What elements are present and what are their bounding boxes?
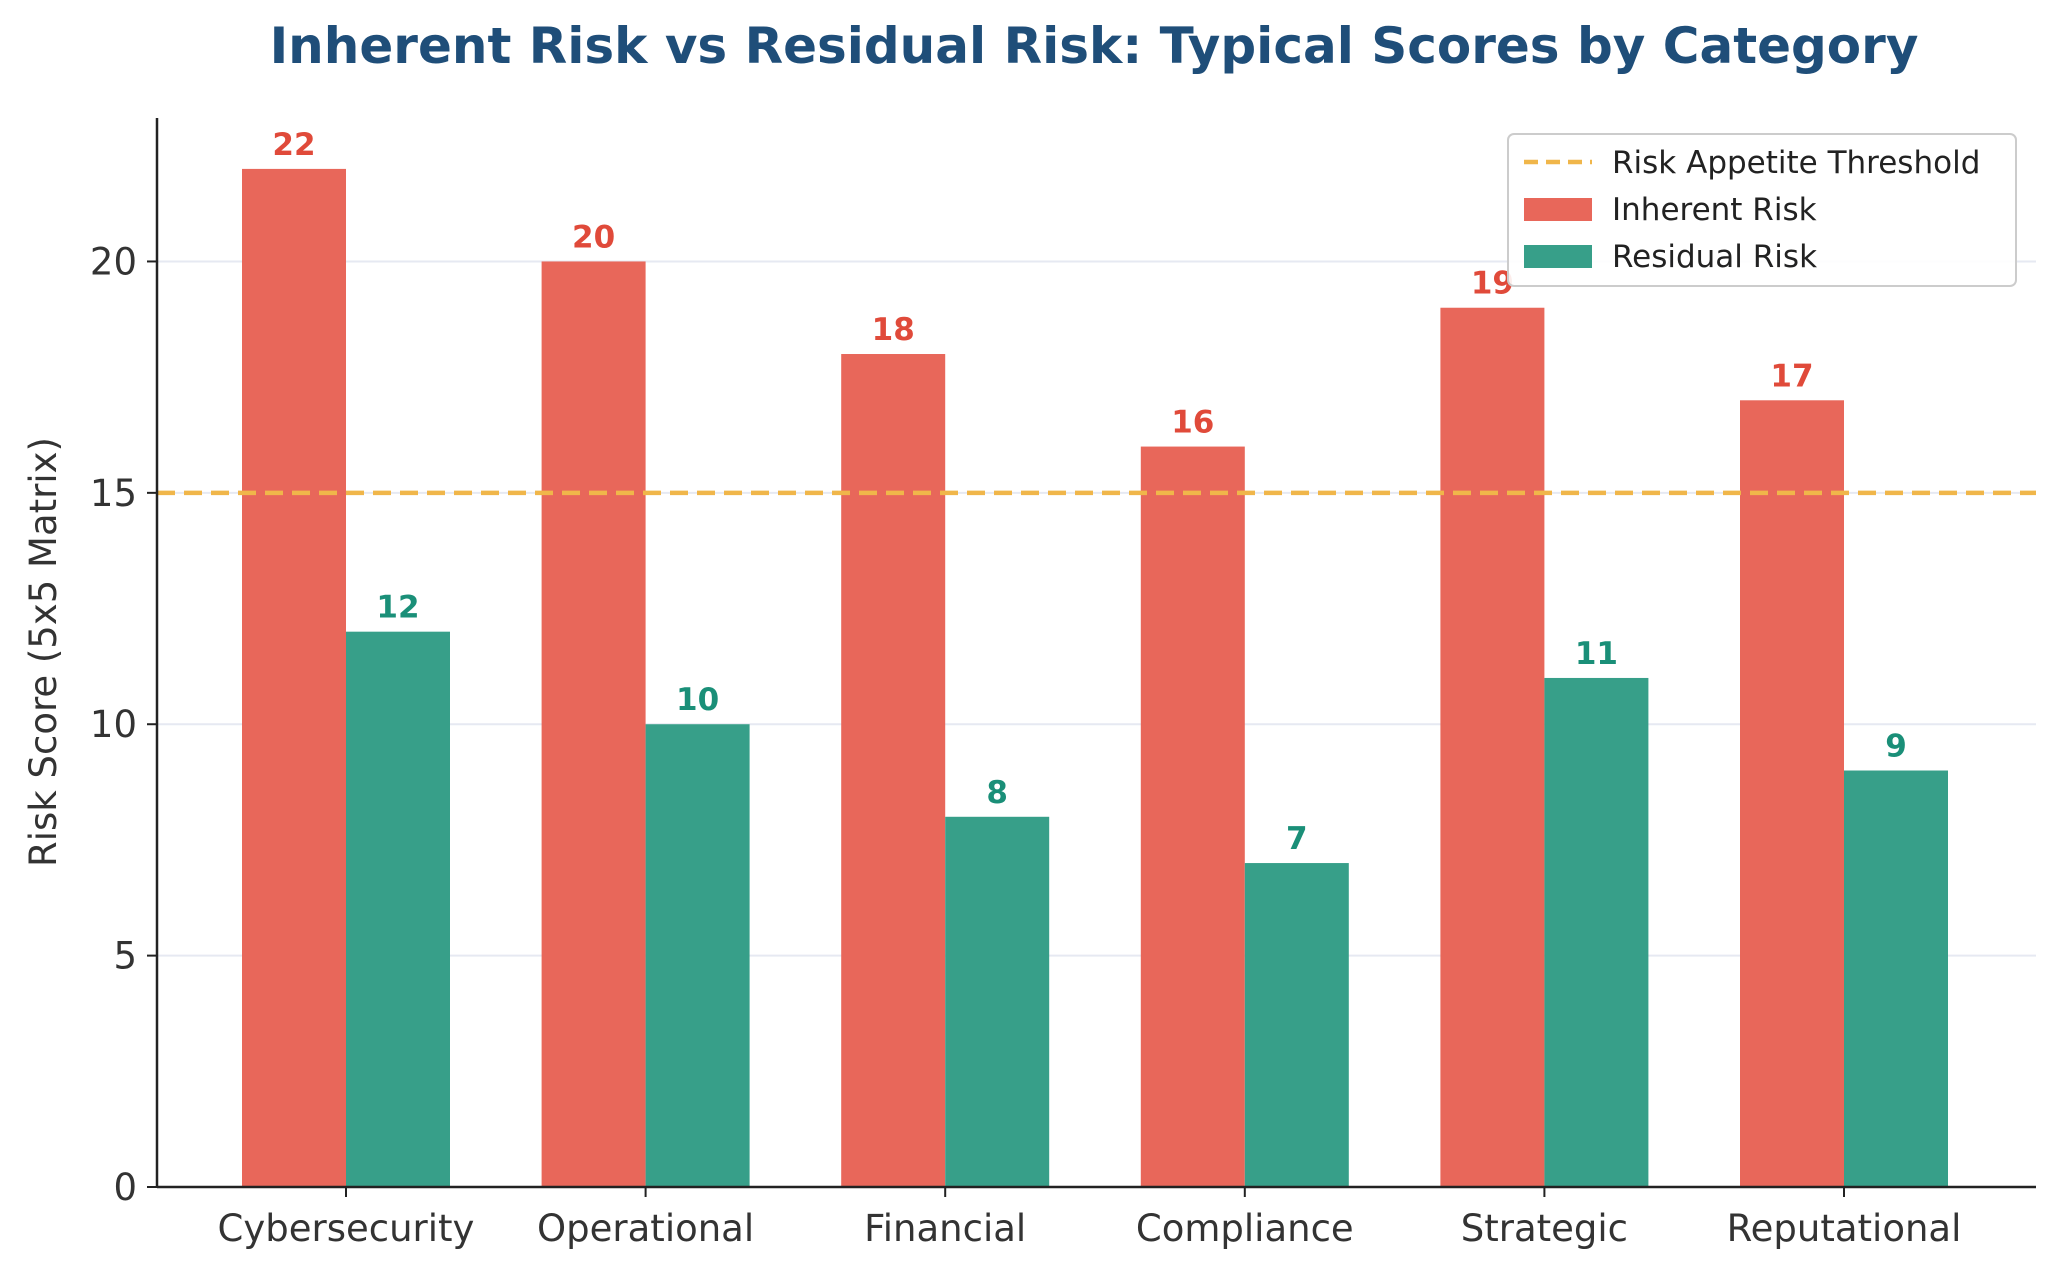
- legend-box: [1507, 133, 2017, 287]
- legend: Risk Appetite Threshold Inherent Risk Resi…: [1507, 133, 2017, 287]
- x-tick-label: Financial: [864, 1207, 1026, 1250]
- bar-inherent-risk: [541, 261, 646, 1187]
- x-tick-label: Compliance: [1136, 1207, 1354, 1250]
- bar-inherent-risk: [1440, 307, 1545, 1187]
- data-label: 9: [1885, 729, 1907, 765]
- data-labels: 22 12 20 10 18 8 16 7 19 11 17 9: [272, 127, 1906, 857]
- data-label: 19: [1471, 266, 1514, 302]
- bars: [242, 168, 1948, 1187]
- y-tick-label: 5: [113, 935, 137, 978]
- data-label: 22: [272, 127, 315, 163]
- x-tick-label: Operational: [537, 1207, 754, 1250]
- bar-residual-risk: [645, 724, 750, 1187]
- x-tick-label: Strategic: [1461, 1207, 1628, 1250]
- y-tick-label: 20: [90, 240, 137, 283]
- bar-residual-risk: [1544, 677, 1649, 1187]
- legend-label: Residual Risk: [1612, 239, 1817, 275]
- data-label: 11: [1575, 636, 1618, 672]
- y-axis-label: Risk Score (5x5 Matrix): [22, 437, 65, 867]
- tick-labels: 0 5 10 15 20 Cybersecurity Operational Financia…: [90, 240, 1961, 1250]
- bar-residual-risk: [1244, 863, 1349, 1187]
- legend-label: Inherent Risk: [1612, 192, 1817, 228]
- y-tick-label: 10: [90, 703, 137, 746]
- bar-inherent-risk: [1740, 400, 1844, 1187]
- axes: [155, 118, 2036, 1189]
- legend-swatch: [1524, 198, 1592, 221]
- x-tick-label: Cybersecurity: [218, 1207, 475, 1250]
- y-tick-label: 15: [90, 472, 137, 515]
- data-label: 18: [872, 312, 915, 348]
- legend-label: Risk Appetite Threshold: [1612, 145, 1980, 181]
- legend-swatch: [1524, 245, 1592, 268]
- bar-inherent-risk: [841, 354, 946, 1187]
- data-label: 20: [572, 219, 615, 255]
- chart-title: Inherent Risk vs Residual Risk: Typical …: [270, 17, 1919, 75]
- bar-residual-risk: [346, 631, 450, 1187]
- bar-inherent-risk: [1140, 446, 1245, 1187]
- y-tick-label: 0: [113, 1166, 137, 1209]
- data-label: 17: [1770, 358, 1813, 394]
- data-label: 8: [986, 775, 1008, 811]
- bar-inherent-risk: [242, 168, 346, 1187]
- data-label: 16: [1171, 405, 1214, 441]
- data-label: 10: [676, 682, 719, 718]
- bar-residual-risk: [945, 816, 1050, 1187]
- data-label: 7: [1286, 821, 1308, 857]
- bar-residual-risk: [1844, 770, 1948, 1187]
- data-label: 12: [376, 590, 419, 626]
- x-tick-label: Reputational: [1727, 1207, 1962, 1250]
